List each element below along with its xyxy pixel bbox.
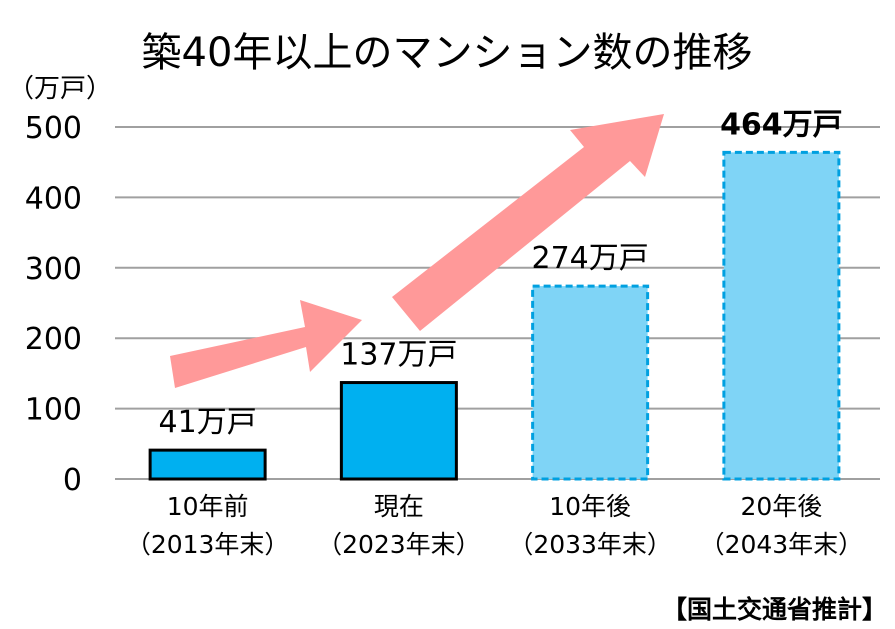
data-label-3: 464万戸 xyxy=(720,107,843,142)
chart-title: 築40年以上のマンション数の推移 xyxy=(142,30,753,76)
data-label-0: 41万戸 xyxy=(159,405,257,440)
growth-arrows xyxy=(170,114,664,388)
data-label-2: 274万戸 xyxy=(531,241,648,276)
x-tick-label: 10年前 xyxy=(167,492,249,521)
growth-arrow-1 xyxy=(170,300,362,388)
y-tick-label: 400 xyxy=(25,181,82,216)
data-label-1: 137万戸 xyxy=(340,338,457,373)
x-tick-sublabel: （2013年末） xyxy=(126,530,290,559)
bars xyxy=(148,150,841,481)
y-tick-label: 500 xyxy=(25,111,82,146)
y-tick-label: 300 xyxy=(25,252,82,287)
bar-3 xyxy=(722,150,841,481)
x-tick-sublabel: （2023年末） xyxy=(317,530,481,559)
x-tick-sublabel: （2033年末） xyxy=(508,530,672,559)
x-axis-ticks: 10年前 （2013年末） 現在 （2023年末） 10年後 （2033年末） 20年後 （2… xyxy=(126,492,863,559)
bar-1 xyxy=(339,381,458,481)
x-tick-label: 20年後 xyxy=(740,492,822,521)
y-axis-unit: （万戸） xyxy=(8,74,112,104)
x-tick-sublabel: （2043年末） xyxy=(700,530,864,559)
y-tick-label: 0 xyxy=(63,463,82,498)
growth-arrow-2 xyxy=(392,114,664,331)
bar-2 xyxy=(531,284,650,481)
bar-0 xyxy=(148,448,267,481)
y-tick-label: 200 xyxy=(25,322,82,357)
x-tick-label: 10年後 xyxy=(549,492,631,521)
x-tick-label: 現在 xyxy=(374,492,424,521)
y-axis-ticks: 0 100 200 300 400 500 xyxy=(25,111,82,498)
y-tick-label: 100 xyxy=(25,393,82,428)
source-note: 【国土交通省推計】 xyxy=(662,595,887,624)
data-labels: 41万戸 137万戸 274万戸 464万戸 xyxy=(159,107,843,440)
